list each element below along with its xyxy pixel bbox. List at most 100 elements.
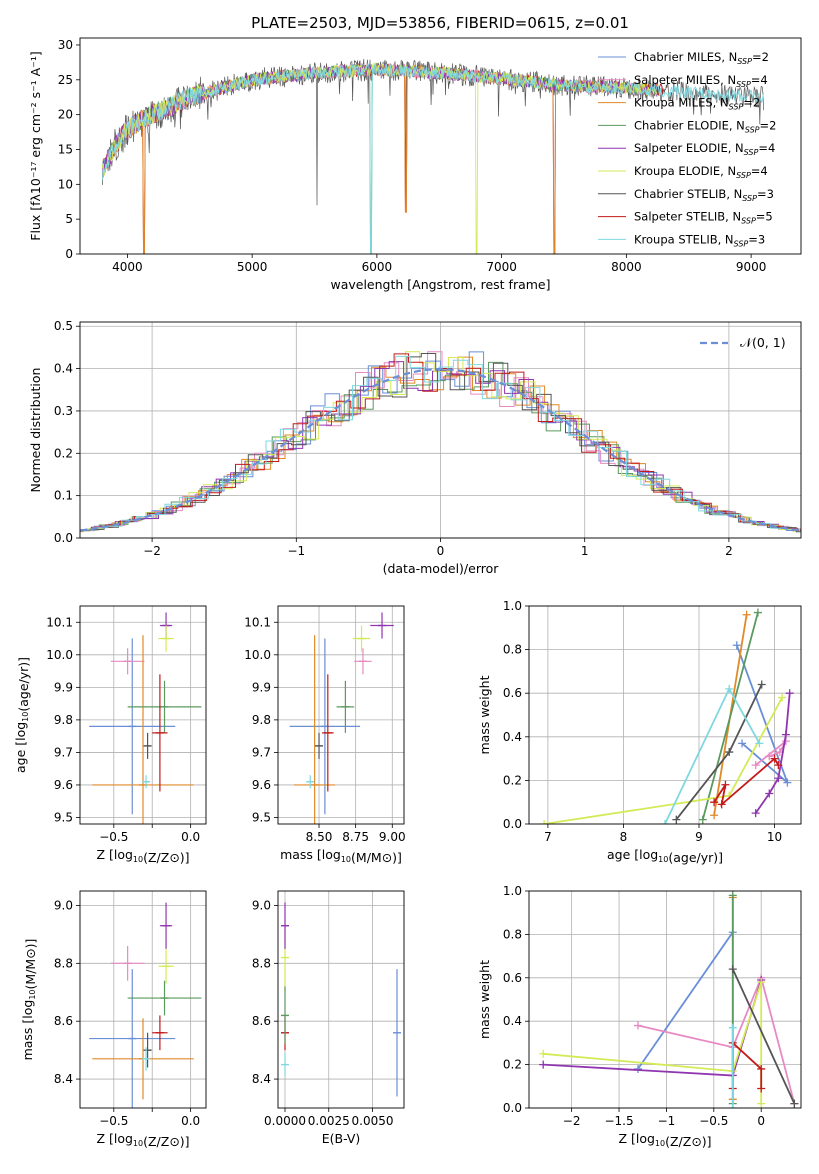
legend-entry: Kroupa ELODIE, NSSP=4 [634, 164, 768, 180]
axes-frame [529, 891, 801, 1108]
y-tick-label: 8.6 [252, 1014, 271, 1028]
x-tick-label: 0.0 [181, 830, 200, 844]
x-axis-label: E(B-V) [322, 1131, 361, 1146]
x-tick-label: 8.75 [342, 830, 369, 844]
weight-marker [699, 816, 707, 824]
plot-area [89, 903, 201, 1108]
x-axis-label: wavelength [Angstrom, rest frame] [330, 277, 550, 292]
y-tick-label: 10.1 [244, 615, 271, 629]
y-axis-label: Normed distribution [28, 368, 43, 493]
y-tick-label: 0.5 [54, 319, 73, 333]
histogram-step [14, 362, 819, 538]
histogram-step [6, 356, 819, 538]
plot-area [540, 609, 794, 828]
x-tick-label: 0.0 [181, 1114, 200, 1128]
weight-line [676, 685, 761, 820]
y-axis-label: mass [log10(M/M⊙)] [20, 939, 38, 1061]
chart-title: PLATE=2503, MJD=53856, FIBERID=0615, z=0… [251, 14, 629, 32]
y-tick-label: 10 [58, 177, 73, 191]
weight-marker [778, 694, 786, 702]
x-axis-label: Z [log10(Z/Z⊙)] [96, 1131, 189, 1149]
y-tick-label: 20 [58, 108, 73, 122]
histogram-step [5, 354, 819, 538]
plot-area [290, 613, 394, 935]
x-axis-label: Z [log10(Z/Z⊙)] [618, 1131, 711, 1149]
y-tick-label: 8.6 [54, 1014, 73, 1028]
weight-marker [710, 811, 718, 819]
x-tick-label: 9000 [736, 260, 767, 274]
x-tick-label: 5000 [237, 260, 268, 274]
y-tick-label: 0.6 [503, 686, 522, 700]
y-tick-label: 0.3 [54, 404, 73, 418]
weight-line [638, 932, 733, 1069]
y-tick-label: 0.4 [503, 730, 522, 744]
y-tick-label: 9.7 [54, 745, 73, 759]
x-tick-label: −1 [287, 544, 305, 558]
plot-area [281, 903, 401, 1097]
y-tick-label: 0.0 [503, 817, 522, 831]
y-tick-label: 0.0 [54, 531, 73, 545]
x-tick-label: −1 [658, 1114, 676, 1128]
y-tick-label: 9.6 [54, 778, 73, 792]
histogram-step [3, 354, 819, 539]
y-tick-label: 10.0 [46, 648, 73, 662]
y-tick-label: 10.0 [244, 648, 271, 662]
weight-marker [757, 1100, 765, 1108]
x-tick-label: 0.0050 [352, 1114, 394, 1128]
legend-entry: Salpeter STELIB, NSSP=5 [634, 210, 773, 226]
y-tick-label: 8.8 [54, 956, 73, 970]
y-tick-label: 9.0 [54, 898, 73, 912]
y-tick-label: 5 [65, 212, 73, 226]
weight-line [638, 978, 794, 1104]
weight-marker [782, 731, 790, 739]
y-axis-label: age [log10(age/yr)] [13, 657, 31, 773]
y-tick-label: 9.8 [54, 713, 73, 727]
weight-marker [790, 1100, 798, 1108]
legend-entry: Kroupa STELIB, NSSP=3 [634, 232, 765, 248]
x-tick-label: 9 [695, 830, 703, 844]
x-tick-label: 0.0025 [308, 1114, 350, 1128]
y-tick-label: 8.4 [252, 1072, 271, 1086]
y-tick-label: 9.8 [252, 713, 271, 727]
y-tick-label: 0.8 [503, 927, 522, 941]
weight-line [703, 613, 758, 820]
y-tick-label: 9.5 [54, 810, 73, 824]
y-tick-label: 25 [58, 73, 73, 87]
axes-frame [529, 606, 801, 824]
legend-entry: Salpeter MILES, NSSP=4 [634, 73, 768, 89]
x-tick-label: 2 [725, 544, 733, 558]
weight-marker [774, 774, 782, 782]
x-tick-label: 8.50 [306, 830, 333, 844]
weight-marker [539, 1050, 547, 1058]
x-tick-label: 8000 [611, 260, 642, 274]
plot-area [103, 59, 764, 254]
y-tick-label: 0.2 [503, 773, 522, 787]
y-tick-label: 9.6 [252, 778, 271, 792]
x-tick-label: −0.5 [99, 1114, 128, 1128]
weight-marker [634, 1022, 642, 1030]
x-tick-label: 4000 [112, 260, 143, 274]
x-axis-label: Z [log10(Z/Z⊙)] [96, 847, 189, 865]
x-tick-label: 10 [767, 830, 782, 844]
x-tick-label: 9.00 [379, 830, 406, 844]
y-tick-label: 15 [58, 142, 73, 156]
weight-marker [754, 609, 762, 617]
x-tick-label: −0.5 [99, 830, 128, 844]
y-tick-label: 0.8 [503, 643, 522, 657]
y-tick-label: 9.9 [54, 680, 73, 694]
y-tick-label: 30 [58, 38, 73, 52]
x-tick-label: −2 [563, 1114, 581, 1128]
legend-entry: Chabrier ELODIE, NSSP=2 [634, 118, 776, 134]
y-tick-label: 0.6 [503, 971, 522, 985]
y-tick-label: 9.0 [252, 898, 271, 912]
x-tick-label: −0.5 [699, 1114, 728, 1128]
legend-entry: Chabrier STELIB, NSSP=3 [634, 187, 774, 203]
x-tick-label: −2 [143, 544, 161, 558]
